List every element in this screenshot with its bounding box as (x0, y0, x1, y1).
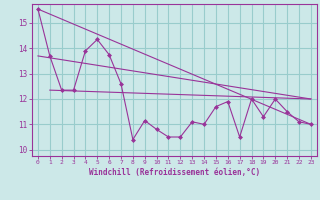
X-axis label: Windchill (Refroidissement éolien,°C): Windchill (Refroidissement éolien,°C) (89, 168, 260, 177)
